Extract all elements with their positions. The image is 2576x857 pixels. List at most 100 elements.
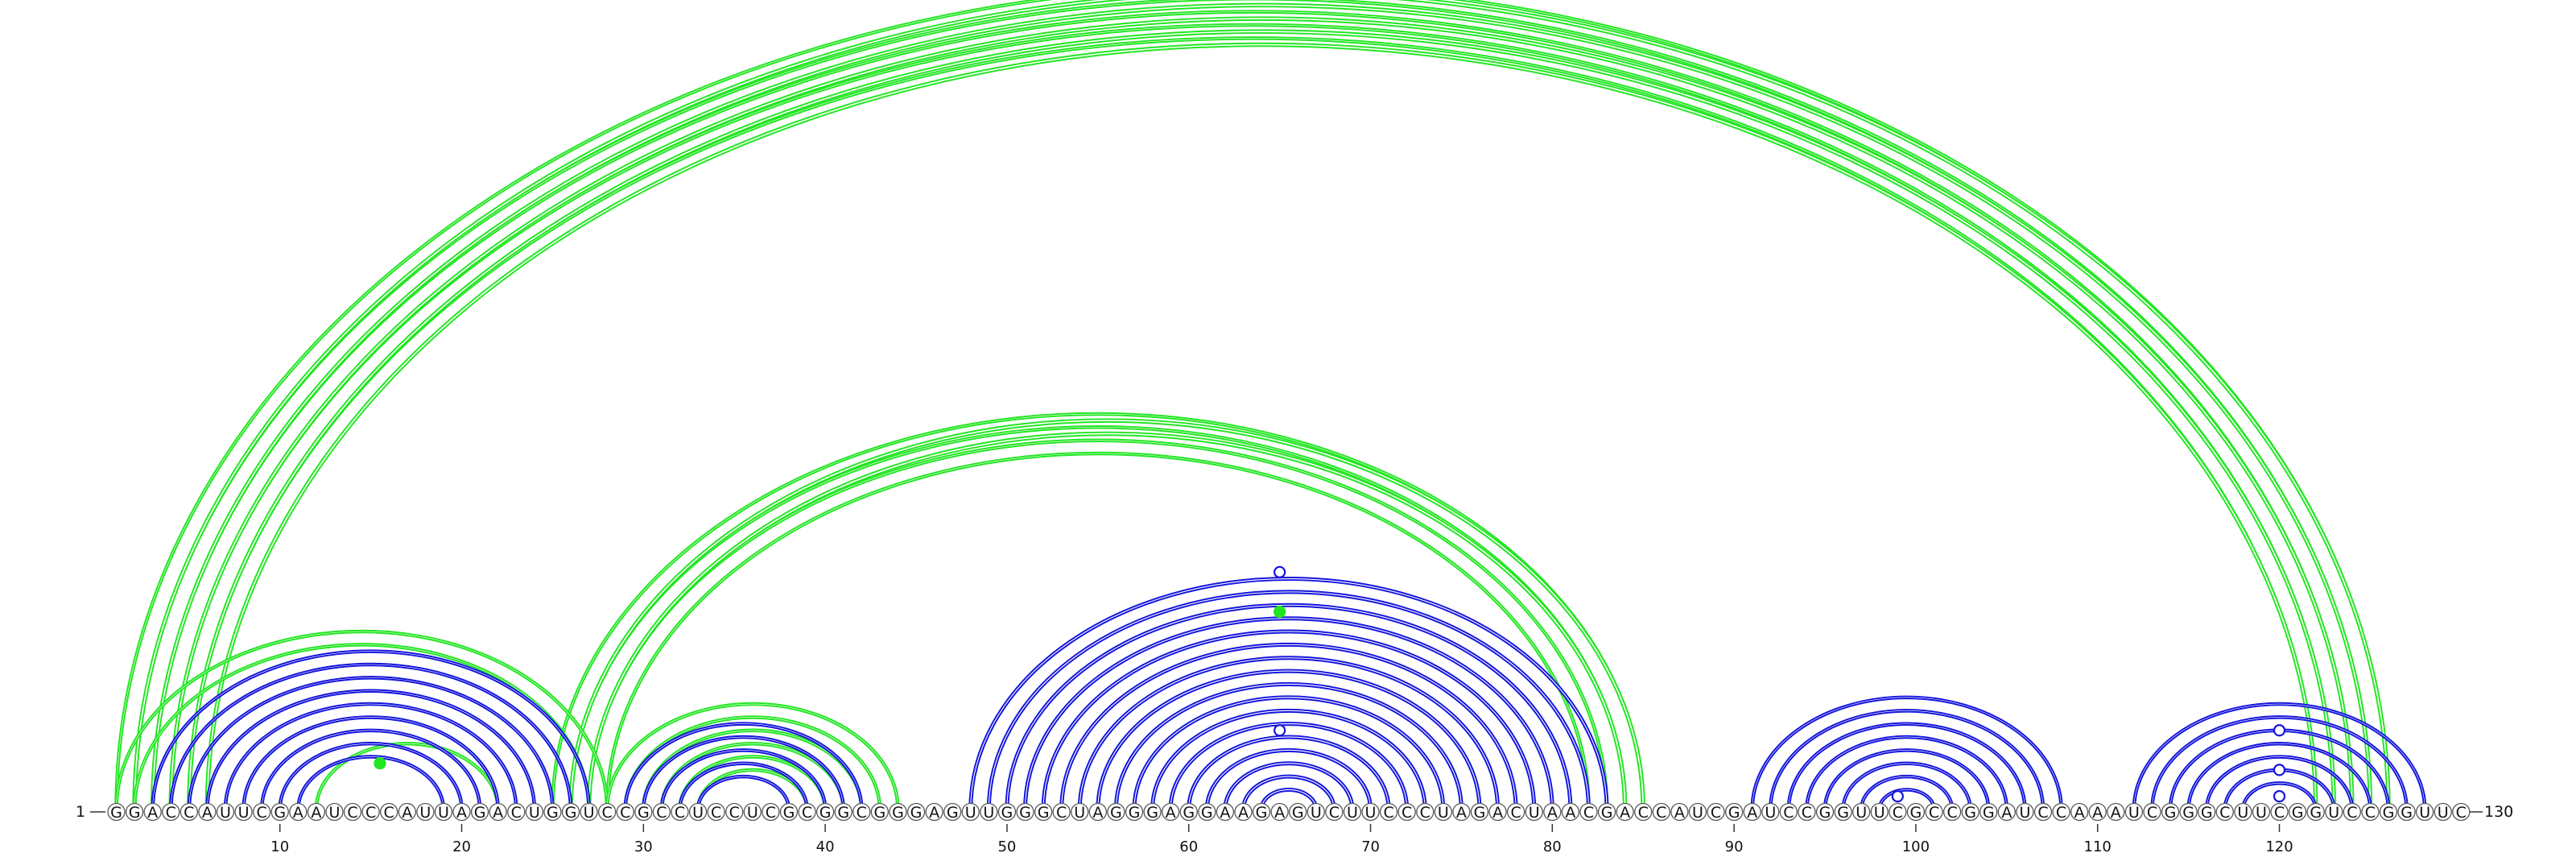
nucleotide-95: G [1819,804,1831,822]
nucleotide-10: G [274,804,286,822]
nucleotide-22: A [493,804,503,822]
arc-gap-58-73 [1152,710,1426,810]
nucleotide-24: U [529,804,540,822]
nucleotide-40: G [819,804,832,822]
arc-gap-8-22 [243,717,498,810]
arc-gap-9-21 [261,730,481,810]
nucleotide-circle-110 [2088,802,2107,822]
nucleotide-53: C [1056,804,1067,822]
nucleotide-130: C [2456,804,2467,822]
nucleotide-circle-4 [162,802,180,822]
tick-label-70: 70 [1361,838,1380,855]
nucleotide-18: U [419,804,431,822]
nucleotide-41: G [837,804,849,822]
nucleotide-circle-128 [2416,802,2434,822]
arc-blue-95-104 [1823,748,1991,810]
nucleotide-42: C [857,804,867,822]
arc-blue-50-81 [1005,602,1573,810]
nucleotide-circle-45 [906,802,926,822]
arc-gap-29-42 [625,723,862,810]
nucleotide-64: G [1256,804,1268,822]
nucleotide-circle-98 [1870,802,1889,822]
arc-gap-26-85 [570,420,1645,810]
nucleotide-79: U [1529,804,1540,822]
nucleotide-72: C [1402,804,1412,822]
arc-green-2-126 [132,0,2391,810]
nucleotide-circle-91 [1743,802,1761,822]
nucleotide-circle-38 [779,802,799,822]
nucleotide-125: C [2365,804,2376,822]
nucleotide-circle-87 [1670,802,1689,822]
arc-gap-57-74 [1133,697,1444,810]
nucleotide-77: A [1492,804,1503,822]
apex-marker-blue [1274,565,1286,578]
nucleotide-17: A [402,804,412,822]
nucleotide-89: C [1711,804,1721,822]
tick-label-40: 40 [816,838,835,855]
nucleotide-118: U [2237,804,2248,822]
nucleotide-circle-18 [416,802,435,822]
nucleotide-circle-15 [361,802,380,822]
nucleotide-112: U [2128,804,2140,822]
nucleotide-48: U [965,804,976,822]
nucleotide-circle-73 [1416,802,1435,822]
arc-gap-112-128 [2133,703,2425,810]
arc-gap-33-38 [697,776,790,810]
arc-green-4-124 [168,16,2355,810]
nucleotide-9: C [256,804,266,822]
nucleotide-91: A [1747,804,1757,822]
nucleotide-circle-66 [1289,802,1307,822]
nucleotide-circle-121 [2288,802,2307,822]
arc-gap-91-108 [1752,697,2062,810]
nucleotide-circle-57 [1125,802,1144,822]
arc-gap-27-84 [588,433,1626,810]
arc-gap-94-105 [1806,736,2008,810]
nucleotide-43: G [873,804,886,822]
nucleotide-circle-43 [870,802,890,822]
nucleotide-circle-117 [2215,802,2234,822]
nucleotide-circle-107 [2033,802,2053,822]
nucleotide-27: U [584,804,595,822]
nucleotide-circle-67 [1307,802,1325,822]
nucleotide-98: U [1874,804,1885,822]
nucleotide-circle-100 [1906,802,1926,822]
nucleotide-circle-55 [1088,802,1107,822]
nucleotide-36: U [747,804,758,822]
nucleotide-circle-65 [1270,802,1289,822]
nucleotide-2: G [129,804,141,822]
arc-gap-61-70 [1206,749,1372,810]
nucleotide-circle-21 [470,802,489,822]
nucleotide-56: G [1110,804,1122,822]
nucleotide-circle-20 [452,802,471,822]
nucleotide-circle-30 [634,802,653,822]
nucleotide-circle-44 [889,802,907,822]
nucleotide-circle-31 [652,802,671,822]
arc-gap-54-77 [1079,657,1499,810]
nucleotide-circle-59 [1161,802,1180,822]
nucleotide-circle-68 [1325,802,1344,822]
nucleotide-122: G [2310,804,2322,822]
nucleotide-6: A [202,804,213,822]
nucleotide-circle-86 [1652,802,1670,822]
nucleotide-57: G [1129,804,1141,822]
nucleotide-96: G [1837,804,1849,822]
nucleotide-circle-70 [1361,802,1380,822]
nucleotide-55: A [1092,804,1103,822]
nucleotide-46: A [929,804,939,822]
nucleotide-circle-11 [289,802,308,822]
nucleotide-82: C [1583,804,1594,822]
nucleotide-circle-48 [961,802,980,822]
nucleotide-circle-118 [2234,802,2252,822]
nucleotide-circle-58 [1143,802,1162,822]
markers-layer [374,565,2286,803]
nucleotide-51: G [1019,804,1031,822]
nucleotide-14: C [347,804,357,822]
tick-label-90: 90 [1725,838,1744,855]
nucleotide-circle-126 [2379,802,2398,822]
tick-label-110: 110 [2084,838,2112,855]
nucleotide-26: G [565,804,577,822]
nucleotide-circle-94 [1798,802,1816,822]
nucleotide-circle-54 [1071,802,1089,822]
nucleotide-103: G [1964,804,1976,822]
tick-label-100: 100 [1902,838,1930,855]
